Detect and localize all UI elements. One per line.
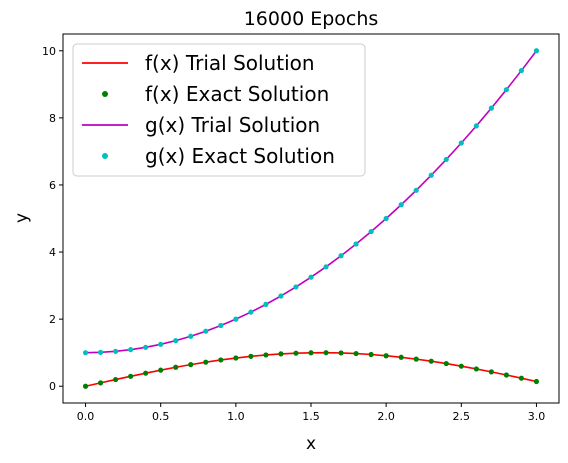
data-point-s1-26 xyxy=(473,366,479,372)
data-point-s3-20 xyxy=(383,215,389,222)
data-point-s1-16 xyxy=(323,350,329,356)
data-point-s1-12 xyxy=(263,352,269,358)
x-tick-label: 2.5 xyxy=(453,410,471,423)
data-point-s3-9 xyxy=(218,322,224,329)
data-point-s3-14 xyxy=(293,284,299,290)
axis-ticks: 0.0 0.5 1.0 1.5 2.0 2.5 3.0 0 2 4 6 8 10 xyxy=(42,45,545,423)
data-point-s1-0 xyxy=(82,383,89,389)
data-point-s1-30 xyxy=(533,378,540,385)
y-tick-label: 0 xyxy=(49,380,56,393)
x-axis-label: x xyxy=(306,434,316,454)
data-point-s3-18 xyxy=(353,241,359,247)
data-point-s1-23 xyxy=(428,358,434,364)
data-point-s1-17 xyxy=(338,350,344,356)
data-point-s1-2 xyxy=(113,376,119,383)
data-point-s1-3 xyxy=(128,373,134,379)
chart-title: 16000 Epochs xyxy=(244,8,379,30)
plot-area xyxy=(82,48,540,389)
data-point-s1-4 xyxy=(143,370,149,376)
x-tick-label: 0.0 xyxy=(77,410,95,423)
legend-dot-swatch-1 xyxy=(102,91,108,97)
data-point-s1-11 xyxy=(248,353,254,359)
legend-label-2: g(x) Trial Solution xyxy=(145,113,320,137)
data-point-s3-7 xyxy=(188,333,194,339)
x-tick-label: 2.0 xyxy=(377,410,395,423)
y-axis-label: y xyxy=(12,213,32,223)
x-tick-label: 0.5 xyxy=(152,410,170,423)
data-point-s1-22 xyxy=(413,356,419,362)
legend-label-1: f(x) Exact Solution xyxy=(145,82,329,106)
legend-dot-swatch-3 xyxy=(102,153,108,159)
data-point-s3-1 xyxy=(97,349,104,355)
data-point-s3-0 xyxy=(82,350,89,356)
data-point-s3-19 xyxy=(368,228,374,235)
y-tick-label: 2 xyxy=(49,313,56,326)
data-point-s1-13 xyxy=(278,351,284,357)
data-point-s3-30 xyxy=(533,48,540,54)
data-point-s1-19 xyxy=(368,351,374,358)
data-point-s3-4 xyxy=(143,344,149,350)
data-point-s3-6 xyxy=(173,338,179,344)
data-point-s3-17 xyxy=(338,253,344,259)
data-point-s3-3 xyxy=(128,347,134,353)
data-point-s3-21 xyxy=(398,202,404,208)
data-point-s1-5 xyxy=(158,367,164,373)
data-point-s1-6 xyxy=(173,364,179,370)
y-tick-label: 6 xyxy=(49,179,56,192)
y-tick-label: 4 xyxy=(49,246,56,259)
legend-box xyxy=(72,43,366,177)
data-point-s1-9 xyxy=(218,357,224,363)
data-point-s3-2 xyxy=(113,348,119,354)
data-point-s3-27 xyxy=(488,105,494,111)
data-point-s1-7 xyxy=(188,362,194,368)
data-point-s1-18 xyxy=(353,350,359,357)
data-point-s3-28 xyxy=(503,87,509,93)
data-point-s3-24 xyxy=(443,156,449,163)
data-point-s3-29 xyxy=(518,67,525,74)
data-point-s1-24 xyxy=(443,360,449,367)
data-point-s3-12 xyxy=(263,301,269,307)
data-point-s3-5 xyxy=(158,341,164,347)
x-tick-label: 1.0 xyxy=(227,410,245,423)
y-tick-label: 8 xyxy=(49,112,56,125)
x-tick-label: 3.0 xyxy=(528,410,546,423)
data-point-s3-25 xyxy=(458,140,464,146)
data-point-s1-27 xyxy=(488,369,494,375)
data-point-s1-8 xyxy=(203,359,209,365)
legend: f(x) Trial Solution f(x) Exact Solution g(… xyxy=(72,43,366,177)
x-tick-label: 1.5 xyxy=(302,410,320,423)
data-point-s1-14 xyxy=(293,350,299,356)
data-point-s3-16 xyxy=(323,264,329,270)
data-point-s3-22 xyxy=(413,187,419,193)
data-point-s1-20 xyxy=(383,353,389,359)
data-point-s1-29 xyxy=(518,375,525,381)
data-point-s3-8 xyxy=(203,328,209,334)
data-point-s3-15 xyxy=(308,274,314,280)
data-point-s3-26 xyxy=(473,123,479,129)
data-point-s3-23 xyxy=(428,172,434,178)
data-point-s1-28 xyxy=(503,372,509,378)
data-point-s3-11 xyxy=(248,309,254,315)
legend-label-0: f(x) Trial Solution xyxy=(145,51,315,75)
data-point-s1-15 xyxy=(308,350,314,356)
data-point-s3-10 xyxy=(233,316,239,322)
data-point-s1-25 xyxy=(458,363,464,369)
y-tick-label: 10 xyxy=(42,45,56,58)
legend-label-3: g(x) Exact Solution xyxy=(145,144,335,168)
data-point-s3-13 xyxy=(278,293,284,299)
data-point-s1-21 xyxy=(398,354,404,360)
data-point-s1-10 xyxy=(233,355,239,361)
data-point-s1-1 xyxy=(97,380,104,386)
